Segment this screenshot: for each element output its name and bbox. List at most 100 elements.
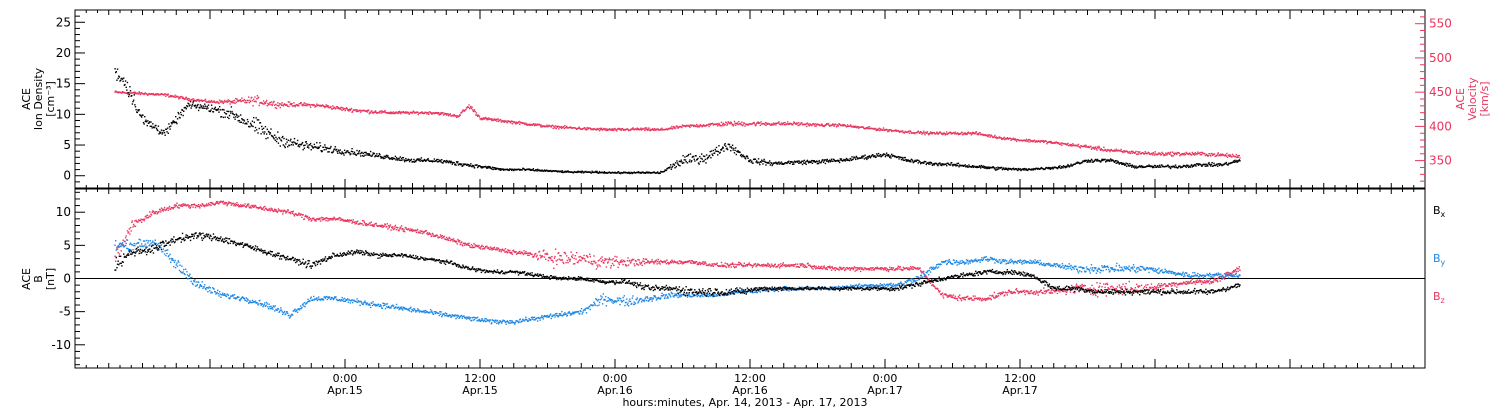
bz-series-point: [260, 207, 262, 209]
velocity-series-point: [243, 98, 246, 101]
density-series-point: [195, 107, 197, 109]
velocity-series-point: [428, 113, 430, 115]
velocity-series-point: [540, 124, 543, 126]
density-series-point: [695, 155, 697, 157]
density-series-point: [682, 154, 684, 157]
velocity-series-point: [174, 94, 176, 96]
velocity-series-point: [1201, 151, 1203, 154]
density-series-point: [311, 146, 314, 148]
density-series-point: [688, 160, 690, 163]
density-series-point: [968, 164, 970, 166]
density-series-point: [762, 163, 764, 165]
velocity-series-point: [374, 111, 376, 114]
velocity-series-point: [210, 99, 213, 102]
velocity-series-point: [929, 132, 931, 134]
density-series-point: [204, 105, 207, 107]
density-series-point: [486, 167, 488, 170]
density-series-point: [1005, 168, 1007, 171]
density-series-point: [222, 108, 224, 111]
density-series-point: [321, 150, 324, 152]
bz-series-point: [217, 201, 219, 203]
density-series-point: [871, 155, 873, 157]
density-series-point: [972, 166, 974, 169]
bz-series-point: [127, 231, 130, 233]
density-series-point: [955, 165, 957, 167]
density-series-point: [491, 168, 493, 170]
density-series-point: [252, 116, 255, 119]
velocity-series-point: [618, 128, 621, 130]
density-series-point: [824, 159, 826, 161]
density-series-point: [1012, 167, 1015, 169]
density-series-point: [743, 155, 746, 158]
bz-series-point: [223, 203, 225, 205]
velocity-series-point: [550, 126, 552, 128]
velocity-series-point: [1208, 153, 1211, 155]
velocity-series-point: [926, 131, 929, 133]
density-series-point: [407, 159, 409, 161]
density-series-point: [576, 170, 578, 173]
density-series-point: [668, 167, 671, 169]
density-series-point: [1010, 168, 1013, 171]
velocity-series-point: [274, 107, 277, 109]
density-series-point: [305, 140, 307, 143]
bz-series-point: [501, 248, 504, 250]
density-series-point: [733, 147, 735, 150]
density-series-point: [225, 113, 228, 115]
density-series-point: [735, 153, 737, 156]
density-series-point: [1151, 165, 1153, 167]
velocity-series-point: [410, 111, 413, 114]
density-series-point: [499, 168, 501, 170]
density-series-point: [1139, 165, 1141, 167]
velocity-series-point: [740, 123, 742, 126]
density-series-point: [170, 125, 172, 127]
density-series-point: [160, 129, 163, 131]
density-series-point: [703, 160, 705, 162]
density-series-point: [336, 150, 338, 153]
density-series-point: [306, 146, 309, 148]
density-series-point: [718, 145, 720, 147]
density-series-point: [270, 134, 273, 137]
bz-series-point: [500, 250, 502, 253]
density-series-point: [866, 158, 868, 161]
bz-series-point: [280, 210, 283, 212]
density-series-point: [733, 152, 736, 154]
density-series-point: [327, 151, 329, 153]
velocity-series-point: [843, 124, 845, 126]
velocity-series-point: [756, 122, 759, 124]
velocity-series-point: [1166, 152, 1169, 155]
velocity-series-point: [831, 124, 833, 126]
velocity-series-point: [639, 128, 642, 130]
velocity-series-point: [696, 123, 698, 126]
bz-series-point: [547, 259, 549, 262]
velocity-series-point: [265, 99, 268, 102]
density-series-point: [1062, 165, 1065, 167]
density-tick-label: 10: [56, 107, 71, 121]
density-series-point: [349, 153, 351, 156]
velocity-series-point: [715, 123, 718, 126]
density-series-point: [235, 116, 237, 118]
density-series-point: [966, 165, 968, 167]
density-series-point: [675, 165, 677, 168]
density-series-point: [543, 170, 545, 172]
density-series-point: [887, 155, 889, 157]
density-series-point: [1158, 164, 1161, 167]
velocity-series-point: [497, 118, 499, 120]
density-series-point: [1200, 164, 1202, 166]
density-series-point: [829, 159, 831, 161]
velocity-series-point: [681, 126, 683, 129]
velocity-series-point: [1169, 153, 1171, 155]
velocity-series-point: [1059, 143, 1062, 145]
bz-series-point: [468, 242, 470, 244]
velocity-series-point: [1236, 156, 1238, 159]
density-series-point: [275, 140, 278, 143]
bz-series-point: [561, 259, 564, 261]
bz-series-point: [580, 259, 582, 262]
bz-series-point: [334, 217, 336, 220]
bz-series-point: [257, 207, 260, 210]
velocity-series-point: [181, 97, 184, 100]
density-series-point: [301, 141, 304, 144]
velocity-series-point: [1158, 153, 1160, 155]
velocity-series-point: [902, 130, 904, 132]
velocity-series-point: [648, 127, 650, 129]
bz-series-point: [420, 232, 422, 234]
